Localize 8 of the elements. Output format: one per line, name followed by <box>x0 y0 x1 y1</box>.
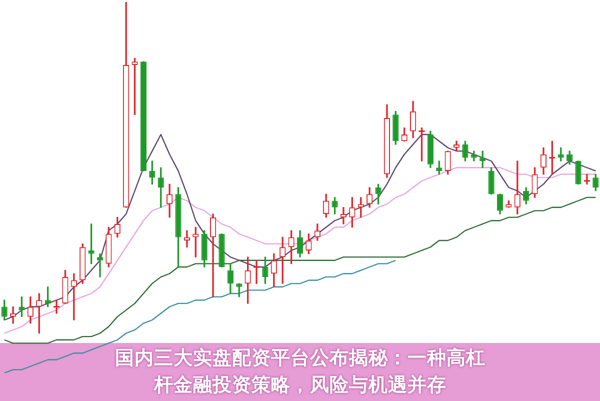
candlestick <box>340 207 347 224</box>
candlestick <box>184 230 190 248</box>
candlestick <box>53 300 60 314</box>
candlestick <box>96 253 104 278</box>
candlestick <box>253 260 260 284</box>
text: 国内三大实盘配资平台公布揭秘：一种高杠杆金融投资策略，风险与机遇并存 <box>114 346 486 398</box>
candlestick <box>584 174 590 185</box>
candlestick <box>210 214 216 298</box>
